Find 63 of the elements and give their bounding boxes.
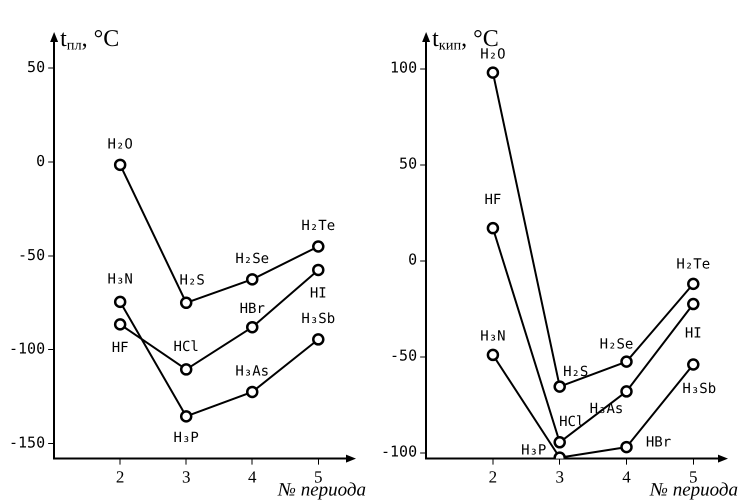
point (114, 296, 126, 308)
point (687, 278, 700, 290)
annotation: HI (310, 286, 327, 302)
point (620, 355, 633, 368)
annotation: H₃N (108, 272, 133, 288)
point (553, 380, 566, 393)
y-tick-label: 50 (27, 58, 46, 76)
point (180, 410, 192, 423)
annotation: H₂Te (301, 218, 336, 234)
annotation: H₃P (174, 430, 199, 446)
y-tick-label: -100 (381, 442, 418, 461)
x-tick-label: 5 (314, 467, 323, 486)
annotation: H₃As (235, 364, 270, 380)
point (687, 358, 700, 371)
annotation: HBr (240, 300, 265, 317)
point (312, 333, 325, 346)
point (486, 66, 500, 79)
x-tick-label: 4 (622, 467, 632, 486)
point (114, 158, 126, 172)
point (620, 440, 633, 454)
x-tick-label: 3 (555, 467, 564, 486)
point (312, 264, 325, 276)
point (620, 385, 633, 398)
annotation: H₃P (521, 442, 546, 458)
y-tick-label: -50 (390, 346, 418, 365)
y-tick-label: 0 (408, 250, 418, 269)
point (312, 240, 325, 253)
annotation: HF (484, 192, 502, 208)
annotation: HBr (646, 434, 672, 451)
point (246, 386, 258, 398)
point (553, 436, 566, 449)
annotation: H₃N (480, 328, 506, 345)
y-tick-label: -100 (9, 340, 46, 358)
annotation: HCl (559, 414, 584, 430)
annotation: H₃Sb (301, 311, 336, 328)
point (246, 320, 258, 334)
annotation: HCl (174, 339, 199, 356)
point (486, 348, 500, 362)
y-tick-label: 50 (399, 154, 418, 173)
x-tick-label: 2 (116, 467, 124, 486)
x-tick-label: 5 (689, 467, 698, 486)
annotation: H₂Se (235, 250, 270, 267)
y-tick-label: 100 (390, 58, 418, 77)
annotation: HF (112, 340, 129, 356)
point (114, 318, 126, 331)
y-tick-label: -50 (18, 246, 46, 264)
point (687, 298, 700, 310)
point (180, 296, 192, 310)
annotation: H₂Se (600, 336, 634, 352)
x-tick-label: 2 (488, 467, 498, 486)
y-tick-label: 0 (36, 152, 46, 170)
annotation: H₂Te (676, 256, 710, 273)
annotation: H₂S (563, 364, 588, 380)
x-tick-label: 3 (182, 467, 190, 486)
annotation: H₂S (180, 272, 205, 288)
annotation: H₂O (108, 136, 133, 152)
x-tick-label: 4 (248, 467, 257, 486)
annotation: HI (684, 326, 702, 342)
y-tick-label: -150 (9, 433, 46, 452)
point (486, 222, 500, 234)
annotation: H₃Sb (682, 381, 716, 398)
point (246, 273, 258, 286)
point (180, 363, 192, 376)
